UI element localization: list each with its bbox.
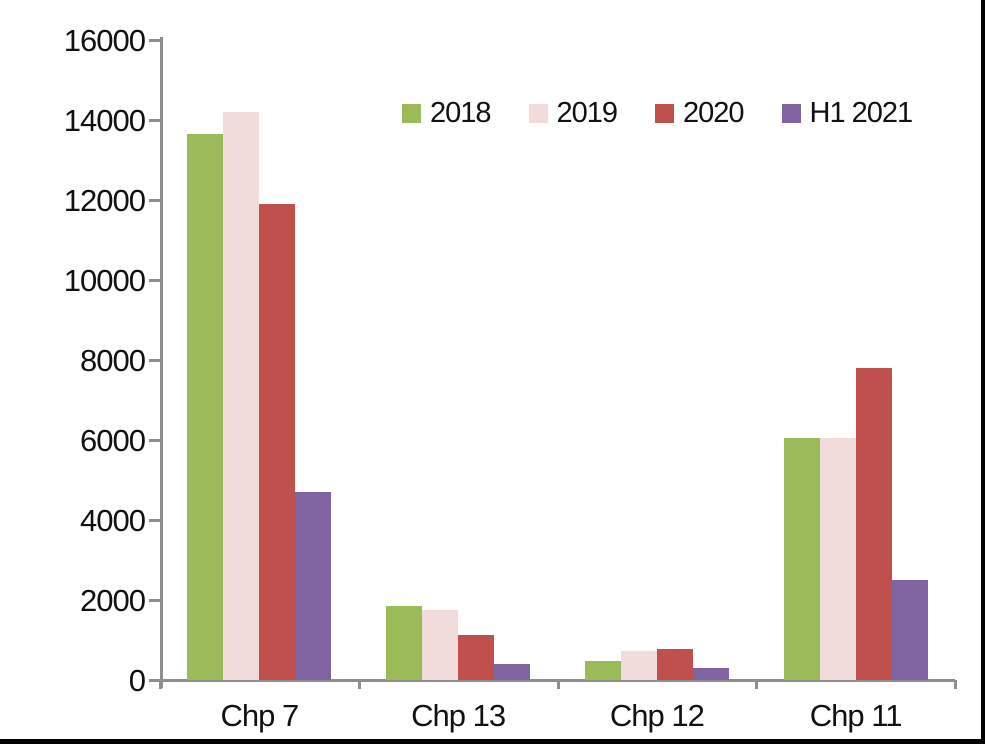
x-tick [755,680,759,689]
x-tick [556,680,560,689]
bar-h1-2021-chp-11 [892,580,928,680]
y-axis-tick-label: 14000 [63,103,146,138]
y-axis-tick-label: 12000 [63,183,146,218]
bar-2019-chp-7 [223,112,259,680]
legend-label: 2018 [430,97,492,129]
bar-2018-chp-13 [386,606,422,680]
y-axis-tick-label: 6000 [80,423,146,458]
legend-item-2020: 2020 [655,97,745,129]
bar-2020-chp-7 [259,204,295,680]
y-tick [149,359,160,362]
y-axis-tick-label: 4000 [80,503,146,538]
y-tick [149,439,160,442]
bar-h1-2021-chp-13 [494,664,530,680]
x-tick [357,680,361,689]
legend-label: 2019 [556,97,619,129]
bar-2019-chp-11 [820,438,856,680]
y-axis-tick-label: 8000 [80,343,146,378]
legend-item-2019: 2019 [528,97,619,129]
y-axis-line [160,37,163,688]
y-tick [149,599,160,602]
y-axis-tick-label: 10000 [63,263,146,298]
bar-2020-chp-12 [657,649,693,680]
x-tick [159,680,162,689]
legend-swatch-icon [655,104,675,123]
y-tick [149,679,160,682]
bar-2018-chp-7 [187,134,223,680]
y-tick [149,279,160,282]
bar-h1-2021-chp-12 [693,668,729,680]
x-tick [954,680,957,689]
legend: 2018 2019 2020 H1 2021 [402,97,914,129]
y-axis-tick-label: 2000 [80,583,146,618]
legend-label: 2020 [683,97,745,129]
legend-item-h1-2021: H1 2021 [781,97,914,129]
y-tick [149,199,160,202]
bar-2018-chp-11 [784,438,820,680]
x-axis-category-label: Chp 12 [609,698,705,733]
window-border-bottom [0,739,985,744]
y-tick [149,119,160,122]
bar-h1-2021-chp-7 [295,492,331,680]
legend-swatch-icon [528,104,548,123]
bar-2019-chp-13 [422,610,458,680]
bar-2020-chp-13 [458,635,494,680]
x-axis-category-label: Chp 11 [809,698,903,733]
x-axis-category-label: Chp 7 [220,698,300,733]
y-axis-tick-label: 0 [128,663,146,698]
x-axis-category-label: Chp 13 [411,698,506,733]
legend-item-2018: 2018 [402,97,492,129]
legend-swatch-icon [781,104,801,123]
legend-swatch-icon [402,104,421,123]
y-axis-tick-label: 16000 [63,23,146,58]
bar-2020-chp-11 [856,368,892,680]
window-border-right [981,0,985,744]
bar-2018-chp-12 [585,661,621,680]
legend-label: H1 2021 [809,97,914,129]
bar-2019-chp-12 [621,651,657,680]
y-tick [149,39,160,42]
y-tick [149,519,160,522]
